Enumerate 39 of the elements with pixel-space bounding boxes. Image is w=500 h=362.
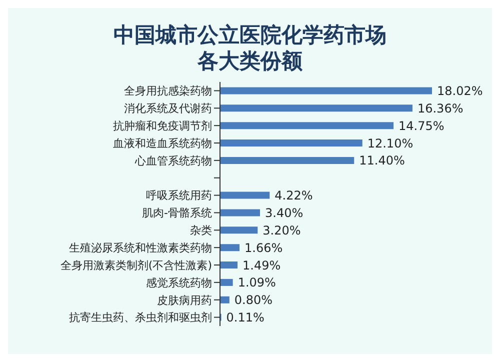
data-label: 12.10% (367, 136, 414, 150)
y-tick-label: 皮肤病用药 (157, 294, 212, 307)
bar (220, 104, 412, 112)
data-label: 11.40% (359, 154, 405, 168)
data-label: 1.09% (238, 276, 276, 290)
data-label: 0.80% (234, 293, 273, 308)
bar (220, 278, 233, 286)
bar (220, 226, 258, 234)
bar (220, 140, 362, 147)
y-tick-label: 全身用激素类制剂(不含性激素) (60, 258, 212, 272)
y-tick-label: 抗寄生虫药、杀虫剂和驱虫剂 (69, 311, 212, 324)
data-label: 18.02% (437, 84, 483, 98)
y-tick-label: 生殖泌尿系统和性激素类药物 (69, 241, 212, 254)
y-tick-label: 全身用抗感染药物 (124, 84, 212, 98)
data-label: 3.20% (262, 223, 301, 238)
data-label: 16.36% (417, 101, 464, 116)
y-tick-label: 心血管系统药物 (134, 154, 212, 168)
bar (220, 244, 240, 252)
data-label: 14.75% (398, 118, 444, 133)
data-label: 0.11% (226, 310, 264, 325)
data-label: 1.66% (244, 240, 283, 255)
y-tick-label: 抗肿瘤和免疫调节剂 (113, 119, 212, 132)
bar (220, 87, 432, 94)
data-label: 1.49% (242, 258, 281, 272)
bar (220, 156, 354, 164)
y-tick-label: 肌肉-骨骼系统 (142, 206, 212, 220)
y-tick-label: 呼吸系统用药 (146, 189, 212, 202)
y-tick-label: 血液和造血系统药物 (113, 136, 212, 150)
bar (220, 262, 238, 269)
data-label: 3.40% (265, 206, 304, 220)
bar (220, 122, 394, 130)
bar (220, 209, 260, 216)
y-tick-label: 消化系统及代谢药 (124, 102, 212, 116)
bar (220, 296, 230, 304)
chart-title: 中国城市公立医院化学药市场各大类份额 (112, 22, 388, 74)
y-tick-label: 杂类 (190, 224, 212, 238)
bar (220, 192, 270, 199)
data-label: 4.22% (274, 188, 313, 203)
y-tick-label: 感觉系统药物 (146, 276, 212, 290)
